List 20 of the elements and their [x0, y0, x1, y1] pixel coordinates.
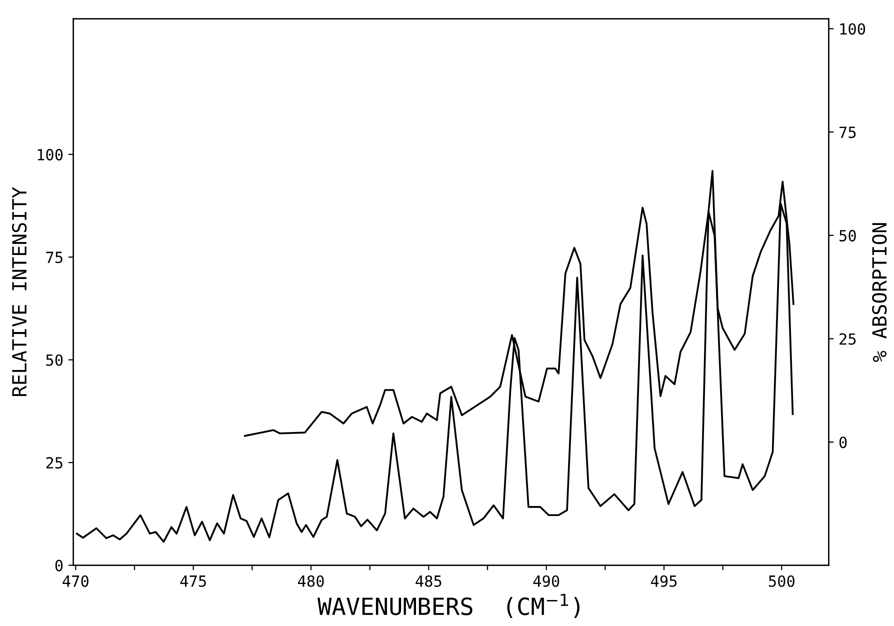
y2-tick-label: 0 — [839, 436, 847, 448]
y-tick-label: 75 — [46, 252, 62, 264]
x-tick-label: 495 — [650, 575, 677, 587]
x-tick-label: 490 — [533, 575, 560, 587]
y2-tick-label: 25 — [840, 333, 856, 345]
y2-axis-title: % ABSORPTION — [872, 223, 887, 362]
x-tick-label: 480 — [298, 575, 324, 587]
x-tick-label: 485 — [416, 575, 442, 587]
x-tick-label: 475 — [180, 576, 206, 587]
x-axis-title: WAVENUMBERS (CM$^{−1}$) — [318, 594, 580, 618]
y-tick-label: 50 — [46, 354, 63, 366]
y2-tick-label: 75 — [839, 126, 856, 138]
y-tick-label: 100 — [38, 148, 63, 160]
y-tick-label: 25 — [46, 457, 62, 469]
x-tick-label: 500 — [768, 575, 794, 587]
y-axis-title: RELATIVE INTENSITY — [12, 187, 27, 396]
y-tick-label: 0 — [55, 560, 63, 572]
x-tick-label: 470 — [62, 575, 88, 587]
y2-tick-label: 100 — [840, 23, 866, 35]
y2-tick-label: 50 — [840, 230, 856, 242]
